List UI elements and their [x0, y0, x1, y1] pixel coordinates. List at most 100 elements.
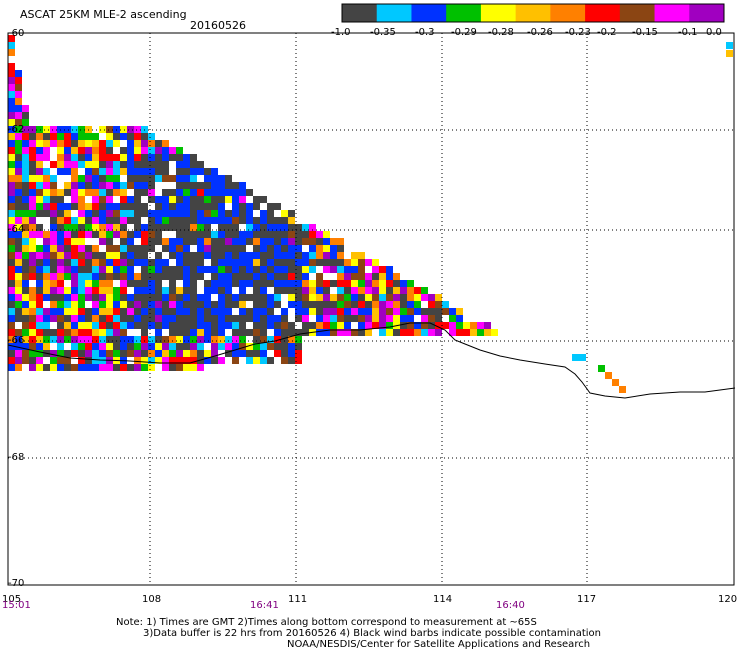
swath-cell: [113, 259, 120, 266]
swath-cell: [274, 308, 281, 315]
swath-cell: [295, 224, 302, 231]
swath-cell: [162, 168, 169, 175]
swath-cell: [218, 343, 225, 350]
swath-cell: [127, 203, 134, 210]
swath-cell: [36, 182, 43, 189]
swath-cell: [204, 231, 211, 238]
swath-cell: [274, 350, 281, 357]
swath-cell: [64, 175, 71, 182]
swath-cell: [57, 196, 64, 203]
swath-cell: [218, 322, 225, 329]
swath-cell: [92, 259, 99, 266]
swath-cell: [211, 217, 218, 224]
swath-cell: [267, 252, 274, 259]
swath-cell: [106, 238, 113, 245]
swath-cell: [8, 301, 15, 308]
lon-label: 114: [433, 594, 453, 605]
swath-cell: [190, 231, 197, 238]
swath-cell: [71, 126, 78, 133]
swath-cell: [148, 140, 155, 147]
swath-cell: [127, 231, 134, 238]
swath-cell: [183, 175, 190, 182]
swath-cell: [92, 203, 99, 210]
swath-cell: [92, 329, 99, 336]
swath-cell: [190, 224, 197, 231]
swath-cell: [218, 315, 225, 322]
swath-cell: [176, 266, 183, 273]
swath-cell: [309, 301, 316, 308]
swath-cell: [288, 231, 295, 238]
swath-cell: [120, 133, 127, 140]
swath-cell: [330, 294, 337, 301]
swath-cell: [36, 357, 43, 364]
swath-cell: [92, 175, 99, 182]
swath-cell: [8, 49, 15, 56]
swath-cell: [162, 182, 169, 189]
swath-cell: [407, 322, 414, 329]
swath-cell: [239, 273, 246, 280]
swath-cell: [85, 182, 92, 189]
swath-cell: [386, 273, 393, 280]
swath-cell: [190, 294, 197, 301]
swath-cell: [456, 329, 463, 336]
swath-cell: [78, 350, 85, 357]
swath-cell: [309, 287, 316, 294]
swath-cell: [183, 364, 190, 371]
swath-cell: [29, 182, 36, 189]
swath-cell: [372, 294, 379, 301]
swath-cell: [78, 217, 85, 224]
swath-cell: [134, 301, 141, 308]
swath-cell: [246, 287, 253, 294]
swath-cell: [218, 273, 225, 280]
swath-cell: [113, 308, 120, 315]
swath-cell: [8, 322, 15, 329]
swath-cell: [169, 294, 176, 301]
swath-cell: [8, 315, 15, 322]
swath-cell: [253, 336, 260, 343]
swath-cell: [36, 245, 43, 252]
swath-cell: [155, 210, 162, 217]
swath-cell: [183, 308, 190, 315]
swath-cell: [218, 294, 225, 301]
swath-cell: [169, 210, 176, 217]
swath-cell: [148, 280, 155, 287]
swath-cell: [36, 224, 43, 231]
swath-cell: [211, 196, 218, 203]
swath-cell: [365, 315, 372, 322]
swath-cell: [141, 315, 148, 322]
swath-cell: [162, 196, 169, 203]
swath-cell: [50, 140, 57, 147]
swath-cell: [15, 203, 22, 210]
swath-cell: [358, 252, 365, 259]
swath-cell: [15, 364, 22, 371]
swath-cell: [29, 280, 36, 287]
colorbar-label: -0.15: [632, 27, 658, 38]
colorbar-label: -0.1: [678, 27, 698, 38]
swath-cell: [218, 357, 225, 364]
swath-cell: [113, 273, 120, 280]
swath-cell: [148, 252, 155, 259]
swath-cell: [365, 329, 372, 336]
swath-cell: [239, 231, 246, 238]
swath-cell: [421, 308, 428, 315]
swath-cell: [15, 119, 22, 126]
swath-cell: [246, 259, 253, 266]
swath-cell: [99, 175, 106, 182]
swath-cell: [386, 266, 393, 273]
swath-cell: [232, 259, 239, 266]
swath-cell: [183, 203, 190, 210]
swath-cell: [316, 287, 323, 294]
swath-cell: [316, 294, 323, 301]
swath-cell: [141, 266, 148, 273]
swath-cell: [281, 224, 288, 231]
swath-cell: [351, 252, 358, 259]
swath-cell: [113, 294, 120, 301]
swath-cell: [78, 196, 85, 203]
swath-cell: [134, 210, 141, 217]
swath-cell: [78, 182, 85, 189]
swath-cell: [295, 259, 302, 266]
swath-cell: [295, 336, 302, 343]
swath-cell: [211, 238, 218, 245]
swath-cell: [15, 154, 22, 161]
swath-cell: [92, 280, 99, 287]
